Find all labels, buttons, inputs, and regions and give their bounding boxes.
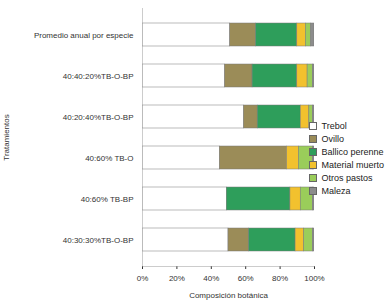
html-text:Ovillo: Ovillo: [321, 134, 344, 144]
html-text:Ballico perenne: Ballico perenne: [321, 147, 384, 157]
svg-text:80%: 80%: [272, 274, 288, 283]
html-text:Otros pastos: Otros pastos: [321, 173, 373, 183]
svg-text:40:60% TB-O: 40:60% TB-O: [85, 154, 133, 163]
svg-text:40:20:40%TB-O-BP: 40:20:40%TB-O-BP: [63, 113, 134, 122]
svg-text:100%: 100%: [304, 274, 324, 283]
svg-text:Tratamientos: Tratamientos: [2, 114, 11, 160]
svg-text:40:30:30%TB-O-BP: 40:30:30%TB-O-BP: [63, 236, 134, 245]
svg-text:Promedio anual por especie: Promedio anual por especie: [34, 31, 134, 40]
svg-text:60%: 60%: [238, 274, 254, 283]
svg-text:Composición botánica: Composición botánica: [189, 291, 268, 300]
svg-text:0%: 0%: [137, 274, 149, 283]
html-text:Maleza: Maleza: [321, 186, 351, 196]
html-text:Material muerto: Material muerto: [321, 160, 384, 170]
html-text:Trebol: Trebol: [321, 121, 347, 131]
svg-text:40%: 40%: [203, 274, 219, 283]
svg-text:40:60% TB-BP: 40:60% TB-BP: [81, 195, 134, 204]
svg-text:40:40:20%TB-O-BP: 40:40:20%TB-O-BP: [63, 72, 134, 81]
svg-text:20%: 20%: [169, 274, 185, 283]
